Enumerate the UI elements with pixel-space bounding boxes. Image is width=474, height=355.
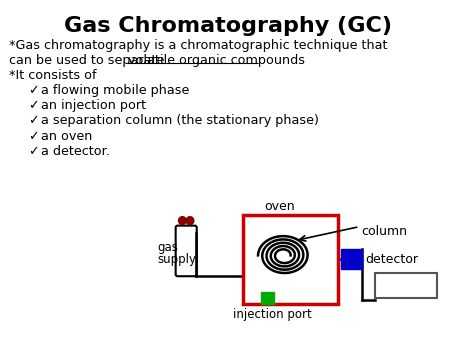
Text: ✓: ✓ [28,115,39,127]
Bar [243,215,338,304]
Circle shape [179,217,186,225]
Text: Gas Chromatography (GC): Gas Chromatography (GC) [64,16,392,36]
Text: oven: oven [264,200,294,213]
Text: an injection port: an injection port [41,99,146,112]
FancyBboxPatch shape [176,226,197,276]
Text: can be used to separate: can be used to separate [9,54,168,67]
Text: injection port: injection port [233,308,312,322]
Text: .: . [257,54,261,67]
Text: *Gas chromatography is a chromatographic technique that: *Gas chromatography is a chromatographic… [9,39,388,52]
Bar [341,250,363,269]
Text: detector: detector [365,253,418,266]
Bar [375,273,437,297]
Circle shape [186,217,194,225]
Text: an oven: an oven [41,130,92,143]
Text: volatile organic compounds: volatile organic compounds [128,54,305,67]
Text: column: column [361,225,408,237]
Text: a detector.: a detector. [41,145,109,158]
Text: a separation column (the stationary phase): a separation column (the stationary phas… [41,115,319,127]
Bar [261,291,274,305]
Text: gas: gas [157,241,178,254]
Text: ✓: ✓ [28,99,39,112]
Text: *It consists of: *It consists of [9,69,97,82]
Text: supply: supply [157,253,196,266]
Text: ✓: ✓ [28,84,39,97]
Text: a flowing mobile phase: a flowing mobile phase [41,84,189,97]
Text: recorder: recorder [380,279,432,292]
Text: ✓: ✓ [28,130,39,143]
Text: ✓: ✓ [28,145,39,158]
